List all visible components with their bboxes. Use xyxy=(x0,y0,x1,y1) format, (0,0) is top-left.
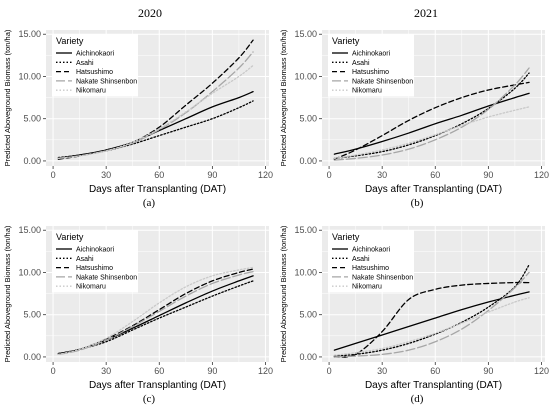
y-tick-label: 0.00 xyxy=(23,352,41,362)
series-line-nikomaru xyxy=(57,64,254,160)
legend-label: Nakate Shinsenbon xyxy=(76,78,137,85)
legend-label: Aichinokaori xyxy=(352,247,391,254)
legend-title: Variety xyxy=(56,232,84,242)
y-tick-label: 10.00 xyxy=(18,71,41,81)
series-line-nakate-shinsenbon xyxy=(333,67,530,161)
caption-c: (c) xyxy=(142,393,156,405)
legend-label: Hatsushimo xyxy=(76,265,113,272)
series-line-hatsushimo xyxy=(333,81,530,160)
legend-label: Nakate Shinsenbon xyxy=(352,274,413,281)
x-tick-label: 90 xyxy=(483,170,493,180)
series-line-asahi xyxy=(333,264,530,357)
legend-label: Asahi xyxy=(352,256,370,263)
caption-b: (b) xyxy=(410,197,424,209)
legend-label: Aichinokaori xyxy=(76,247,115,254)
legend-box xyxy=(52,34,138,97)
y-tick-label: 5.00 xyxy=(23,310,41,320)
y-tick-label: 10.00 xyxy=(18,267,41,277)
series-line-aichinokaori xyxy=(333,291,530,351)
y-tick-label: 10.00 xyxy=(294,267,317,277)
series-line-nikomaru xyxy=(57,266,254,356)
legend-label: Nikomaru xyxy=(76,88,106,95)
x-tick-label: 120 xyxy=(258,366,273,376)
legend-box xyxy=(328,34,414,97)
y-tick-label: 5.00 xyxy=(23,114,41,124)
series-line-asahi xyxy=(333,72,530,160)
y-tick-label: 0.00 xyxy=(23,156,41,166)
y-tick-label: 15.00 xyxy=(294,225,317,235)
y-axis-title: Predicted Aboveground Biomass (ton/ha) xyxy=(279,29,288,166)
year-label-right: 2021 xyxy=(414,6,438,20)
series-line-nakate-shinsenbon xyxy=(57,270,254,356)
x-axis-title: Days after Transplanting (DAT) xyxy=(89,184,226,195)
x-tick-label: 120 xyxy=(258,170,273,180)
y-tick-label: 15.00 xyxy=(294,29,317,39)
x-tick-label: 30 xyxy=(377,366,387,376)
x-axis-title: Days after Transplanting (DAT) xyxy=(365,380,502,391)
x-tick-label: 90 xyxy=(207,170,217,180)
x-tick-label: 120 xyxy=(534,366,549,376)
x-tick-label: 0 xyxy=(51,170,56,180)
legend-label: Asahi xyxy=(76,256,94,263)
legend-box xyxy=(52,230,138,293)
x-tick-label: 30 xyxy=(101,366,111,376)
x-tick-label: 90 xyxy=(207,366,217,376)
y-axis-title: Predicted Aboveground Biomass (ton/ha) xyxy=(279,225,288,362)
y-tick-label: 0.00 xyxy=(299,156,317,166)
x-tick-label: 30 xyxy=(101,170,111,180)
legend-box xyxy=(328,230,414,293)
y-tick-label: 10.00 xyxy=(294,71,317,81)
x-tick-label: 60 xyxy=(154,366,164,376)
y-tick-label: 0.00 xyxy=(299,352,317,362)
y-axis-title: Predicted Aboveground Biomass (ton/ha) xyxy=(3,225,12,362)
x-tick-label: 0 xyxy=(51,366,56,376)
x-tick-label: 0 xyxy=(327,170,332,180)
series-line-nikomaru xyxy=(333,106,530,160)
legend-label: Asahi xyxy=(352,60,370,67)
caption-d: (d) xyxy=(410,393,424,405)
legend-label: Hatsushimo xyxy=(76,69,113,76)
legend-label: Aichinokaori xyxy=(352,51,391,58)
legend-label: Aichinokaori xyxy=(76,51,115,58)
legend-title: Variety xyxy=(332,232,360,242)
y-tick-label: 15.00 xyxy=(18,225,41,235)
x-axis-title: Days after Transplanting (DAT) xyxy=(89,380,226,391)
legend-label: Asahi xyxy=(76,60,94,67)
series-line-nakate-shinsenbon xyxy=(333,271,530,358)
year-label-left: 2020 xyxy=(138,6,162,20)
x-tick-label: 0 xyxy=(327,366,332,376)
x-tick-label: 60 xyxy=(430,170,440,180)
legend-label: Hatsushimo xyxy=(352,265,389,272)
x-tick-label: 60 xyxy=(154,170,164,180)
series-line-nikomaru xyxy=(333,297,530,356)
legend-title: Variety xyxy=(332,36,360,46)
series-line-hatsushimo xyxy=(333,281,530,358)
y-tick-label: 5.00 xyxy=(299,310,317,320)
series-line-aichinokaori xyxy=(333,92,530,155)
series-line-hatsushimo xyxy=(57,268,254,356)
y-tick-label: 15.00 xyxy=(18,29,41,39)
legend-label: Nakate Shinsenbon xyxy=(352,78,413,85)
x-tick-label: 60 xyxy=(430,366,440,376)
x-tick-label: 90 xyxy=(483,366,493,376)
legend-title: Variety xyxy=(56,36,84,46)
y-tick-label: 5.00 xyxy=(299,114,317,124)
legend-label: Hatsushimo xyxy=(352,69,389,76)
legend-label: Nikomaru xyxy=(352,88,382,95)
legend-label: Nikomaru xyxy=(76,284,106,291)
x-tick-label: 30 xyxy=(377,170,387,180)
legend-label: Nakate Shinsenbon xyxy=(76,274,137,281)
legend-label: Nikomaru xyxy=(352,284,382,291)
y-axis-title: Predicted Aboveground Biomass (ton/ha) xyxy=(3,29,12,166)
caption-a: (a) xyxy=(142,197,156,209)
x-tick-label: 120 xyxy=(534,170,549,180)
x-axis-title: Days after Transplanting (DAT) xyxy=(365,184,502,195)
